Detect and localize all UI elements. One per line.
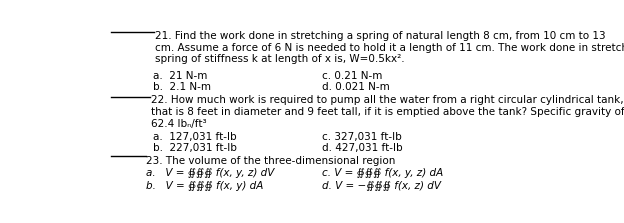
Text: b.  227,031 ft-lb: b. 227,031 ft-lb [153, 143, 237, 153]
Text: 22. How much work is required to pump all the water from a right circular cylind: 22. How much work is required to pump al… [150, 95, 624, 129]
Text: 23. The volume of the three-dimensional region: 23. The volume of the three-dimensional … [146, 156, 398, 166]
Text: c. V = ∯∯∯ f(x, y, z) dA: c. V = ∯∯∯ f(x, y, z) dA [322, 168, 444, 178]
Text: c. 327,031 ft-lb: c. 327,031 ft-lb [322, 132, 402, 142]
Text: b.  2.1 N-m: b. 2.1 N-m [153, 82, 211, 92]
Text: 21. Find the work done in stretching a spring of natural length 8 cm, from 10 cm: 21. Find the work done in stretching a s… [155, 31, 624, 64]
Text: d. 0.021 N-m: d. 0.021 N-m [322, 82, 390, 92]
Text: a.   V = ∯∯∯ f(x, y, z) dV: a. V = ∯∯∯ f(x, y, z) dV [146, 168, 274, 178]
Text: d. 427,031 ft-lb: d. 427,031 ft-lb [322, 143, 403, 153]
Text: b.   V = ∯∯∯ f(x, y) dA: b. V = ∯∯∯ f(x, y) dA [146, 181, 263, 191]
Text: c. 0.21 N-m: c. 0.21 N-m [322, 71, 383, 81]
Text: a.  21 N-m: a. 21 N-m [153, 71, 207, 81]
Text: a.  127,031 ft-lb: a. 127,031 ft-lb [153, 132, 236, 142]
Text: d. V = −∯∯∯ f(x, z) dV: d. V = −∯∯∯ f(x, z) dV [322, 181, 441, 191]
